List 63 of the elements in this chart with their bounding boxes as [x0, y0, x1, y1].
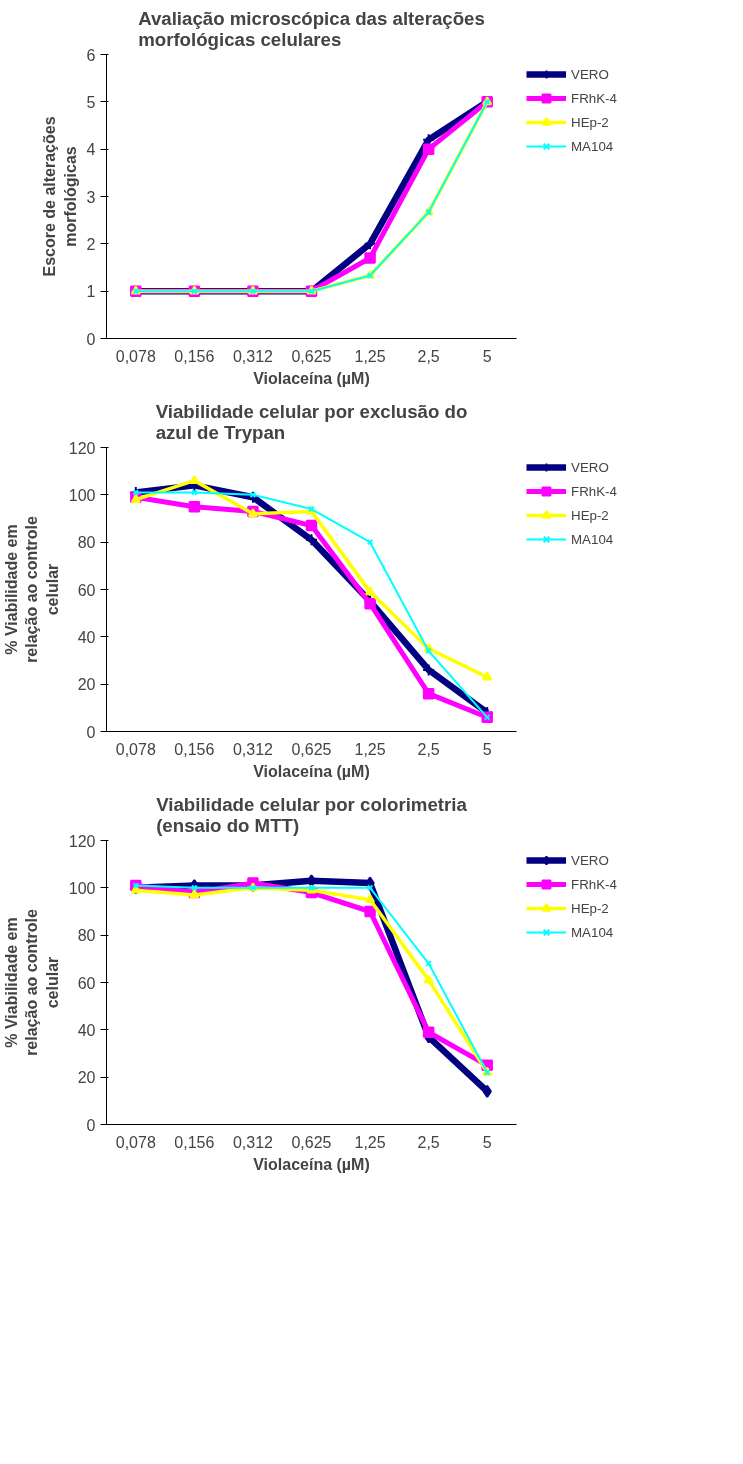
legend-label: MA104 [571, 138, 614, 154]
y-tick-label: 120 [68, 832, 96, 850]
x-tick-label: 2,5 [417, 1133, 440, 1151]
legend-label: HEp-2 [571, 507, 609, 523]
y-tick-label: 60 [77, 974, 96, 992]
legend-label: FRhK-4 [571, 483, 617, 499]
y-tick-label: 100 [68, 486, 96, 504]
y-tick-label: 100 [68, 879, 96, 897]
y-tick-label: 20 [77, 1069, 96, 1087]
x-tick-label: 2,5 [417, 347, 440, 365]
y-axis-title: Escore de alterações morfológicas [41, 116, 79, 277]
x-tick-label: 0,312 [232, 347, 274, 365]
y-tick-label: 5 [86, 93, 96, 111]
x-tick-label: 1,25 [354, 347, 386, 365]
legend-label: FRhK-4 [571, 876, 617, 892]
legend-label: FRhK-4 [571, 90, 617, 106]
legend-label: HEp-2 [571, 900, 609, 916]
y-tick-label: 80 [77, 927, 96, 945]
legend-label: HEp-2 [571, 114, 609, 130]
y-tick-label: 80 [77, 534, 96, 552]
x-tick-label: 5 [482, 740, 492, 758]
y-tick-label: 20 [77, 676, 96, 694]
x-axis-title: Violaceína (µM) [253, 762, 370, 780]
x-tick-label: 0,625 [291, 347, 332, 365]
y-tick-label: 6 [86, 46, 96, 64]
y-tick-label: 0 [86, 1116, 96, 1134]
x-tick-label: 0,078 [115, 740, 156, 758]
x-tick-label: 0,312 [232, 740, 274, 758]
legend-label: VERO [571, 852, 609, 868]
chart-title: Viabilidade celular por exclusão do azul de Trypan [155, 400, 468, 443]
x-tick-label: 5 [482, 1133, 492, 1151]
y-tick-label: 3 [86, 188, 96, 206]
x-tick-label: 0,156 [174, 347, 215, 365]
legend-label: MA104 [571, 924, 614, 940]
x-tick-label: 2,5 [417, 740, 440, 758]
x-tick-label: 0,625 [291, 1133, 332, 1151]
x-tick-label: 0,312 [232, 1133, 274, 1151]
x-axis-title: Violaceína (µM) [253, 369, 370, 387]
y-tick-label: 0 [86, 723, 96, 741]
x-tick-label: 1,25 [354, 1133, 386, 1151]
y-tick-label: 40 [77, 1021, 96, 1039]
y-axis-title: % Viabilidade em relação ao controle celular [3, 909, 61, 1056]
y-tick-label: 4 [86, 141, 96, 159]
y-tick-label: 0 [86, 330, 96, 348]
chart-title: Viabilidade celular por colorimetria (ensaio do MTT) [156, 793, 468, 836]
y-axis-title: % Viabilidade em relação ao controle celular [3, 516, 61, 663]
y-tick-label: 2 [86, 235, 96, 253]
x-tick-label: 0,156 [174, 1133, 215, 1151]
x-tick-label: 0,625 [291, 740, 332, 758]
y-tick-label: 1 [86, 283, 96, 301]
x-tick-label: 0,078 [115, 1133, 156, 1151]
chart-title: Avaliação microscópica das alterações morfológicas celulares [138, 7, 485, 50]
x-tick-label: 0,078 [115, 347, 156, 365]
x-axis-title: Violaceína (µM) [253, 1155, 370, 1173]
y-tick-label: 120 [68, 439, 96, 457]
y-tick-label: 40 [77, 628, 96, 646]
x-tick-label: 0,156 [174, 740, 215, 758]
y-tick-label: 60 [77, 581, 96, 599]
legend-label: VERO [571, 459, 609, 475]
legend-label: VERO [571, 66, 609, 82]
x-tick-label: 1,25 [354, 740, 386, 758]
x-tick-label: 5 [482, 347, 492, 365]
legend-label: MA104 [571, 531, 614, 547]
